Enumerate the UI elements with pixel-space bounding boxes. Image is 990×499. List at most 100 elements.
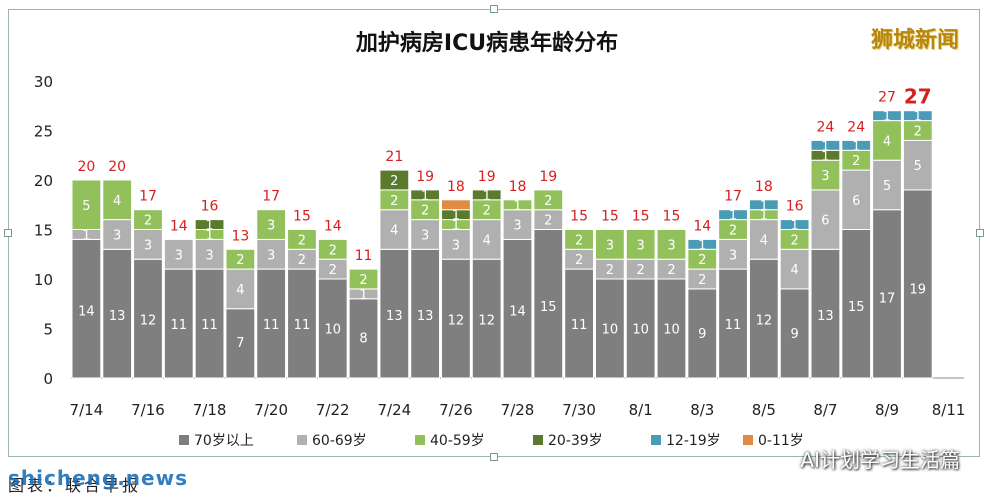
bar-segment bbox=[194, 268, 225, 379]
bar-segment bbox=[441, 229, 471, 260]
y-tick-label: 0 bbox=[43, 370, 53, 388]
data-label: 1 bbox=[698, 238, 706, 253]
bar-segment bbox=[502, 238, 533, 379]
total-label: 16 bbox=[786, 199, 804, 215]
data-label: 1 bbox=[883, 110, 891, 125]
bar-segment bbox=[748, 258, 779, 379]
bar-segment bbox=[872, 120, 902, 161]
chart-title: 加护病房ICU病患年龄分布 bbox=[355, 30, 618, 56]
bar-segment bbox=[163, 268, 194, 379]
x-tick-label: 8/3 bbox=[690, 401, 714, 419]
bar-segment bbox=[133, 258, 163, 379]
data-label: 4 bbox=[483, 233, 491, 248]
data-label: 1 bbox=[852, 139, 860, 154]
resize-handle-bottom[interactable] bbox=[490, 453, 498, 461]
bar-segment bbox=[564, 229, 594, 250]
legend-swatch bbox=[533, 435, 543, 445]
data-label: 14 bbox=[509, 305, 526, 320]
data-label: 10 bbox=[324, 322, 341, 337]
bar-segment bbox=[625, 229, 656, 260]
bar-segment bbox=[718, 209, 748, 221]
data-label: 3 bbox=[175, 248, 183, 263]
total-label: 17 bbox=[262, 189, 280, 205]
bar-segment bbox=[502, 199, 533, 211]
data-label: 3 bbox=[606, 238, 614, 253]
bar-segment bbox=[594, 278, 625, 379]
data-label: 3 bbox=[144, 238, 152, 253]
bar-segment bbox=[133, 209, 163, 230]
data-label: 14 bbox=[78, 305, 95, 320]
bar-segment bbox=[810, 139, 841, 151]
data-label: 3 bbox=[729, 248, 737, 263]
legend-label: 0-11岁 bbox=[758, 433, 804, 449]
total-label: 24 bbox=[847, 119, 865, 135]
total-label: 17 bbox=[724, 189, 742, 205]
data-label: 1 bbox=[452, 219, 460, 234]
x-tick-label: 7/14 bbox=[70, 401, 104, 419]
data-label: 2 bbox=[390, 194, 398, 209]
bar-segment bbox=[410, 189, 441, 201]
data-label: 1 bbox=[821, 139, 829, 154]
bar-segment bbox=[287, 268, 317, 379]
bar-segment bbox=[656, 229, 687, 260]
bar-segment bbox=[841, 139, 872, 151]
bar-segment bbox=[594, 229, 625, 260]
data-label: 2 bbox=[575, 233, 583, 248]
y-tick-label: 20 bbox=[34, 172, 53, 190]
data-label: 1 bbox=[790, 219, 798, 234]
data-label: 4 bbox=[390, 224, 398, 239]
data-label: 1 bbox=[205, 219, 213, 234]
data-label: 19 bbox=[910, 282, 927, 297]
data-label: 10 bbox=[663, 322, 680, 337]
total-label: 27 bbox=[878, 90, 896, 106]
data-label: 6 bbox=[852, 194, 860, 209]
data-label: 5 bbox=[82, 199, 90, 214]
data-label: 1 bbox=[729, 209, 737, 224]
data-label: 2 bbox=[575, 253, 583, 268]
data-label: 11 bbox=[201, 318, 218, 333]
bar-segment bbox=[748, 199, 779, 211]
bar-segment bbox=[194, 219, 225, 231]
x-tick-label: 7/26 bbox=[439, 401, 473, 419]
x-tick-label: 7/20 bbox=[254, 401, 288, 419]
bar-segment bbox=[194, 238, 225, 270]
resize-handle-right[interactable] bbox=[976, 229, 984, 237]
data-label: 1 bbox=[914, 110, 922, 125]
legend-swatch bbox=[651, 435, 661, 445]
data-label: 9 bbox=[698, 327, 706, 342]
bar-segment bbox=[102, 219, 133, 250]
x-tick-label: 8/1 bbox=[629, 401, 653, 419]
y-tick-label: 30 bbox=[34, 73, 53, 91]
resize-handle-left[interactable] bbox=[4, 229, 12, 237]
legend-label: 20-39岁 bbox=[548, 433, 603, 449]
data-label: 11 bbox=[294, 318, 311, 333]
data-label: 13 bbox=[386, 309, 403, 324]
bar-segment bbox=[471, 189, 502, 201]
bar-segment bbox=[841, 229, 872, 379]
data-label: 12 bbox=[448, 314, 465, 329]
data-label: 2 bbox=[729, 224, 737, 239]
total-label: 15 bbox=[632, 209, 650, 225]
data-label: 1 bbox=[359, 288, 367, 303]
data-label: 2 bbox=[606, 263, 614, 278]
data-label: 2 bbox=[144, 214, 152, 229]
data-label: 13 bbox=[817, 309, 834, 324]
total-label: 15 bbox=[570, 209, 588, 225]
total-label: 27 bbox=[904, 85, 932, 109]
total-label: 14 bbox=[170, 218, 188, 234]
bar-segment bbox=[163, 238, 194, 270]
total-label: 14 bbox=[324, 218, 342, 234]
y-tick-label: 5 bbox=[43, 321, 53, 339]
data-label: 2 bbox=[914, 125, 922, 140]
data-label: 3 bbox=[267, 219, 275, 234]
total-label: 20 bbox=[77, 159, 95, 175]
bar-segment bbox=[810, 248, 841, 379]
total-label: 18 bbox=[447, 179, 465, 195]
data-label: 9 bbox=[790, 327, 798, 342]
total-label: 15 bbox=[601, 209, 619, 225]
data-label: 1 bbox=[821, 149, 829, 164]
legend-label: 60-69岁 bbox=[312, 433, 367, 449]
total-label: 18 bbox=[509, 179, 527, 195]
resize-handle-top[interactable] bbox=[490, 5, 498, 13]
watermark-right: AI计划学习生活篇 bbox=[800, 448, 960, 472]
